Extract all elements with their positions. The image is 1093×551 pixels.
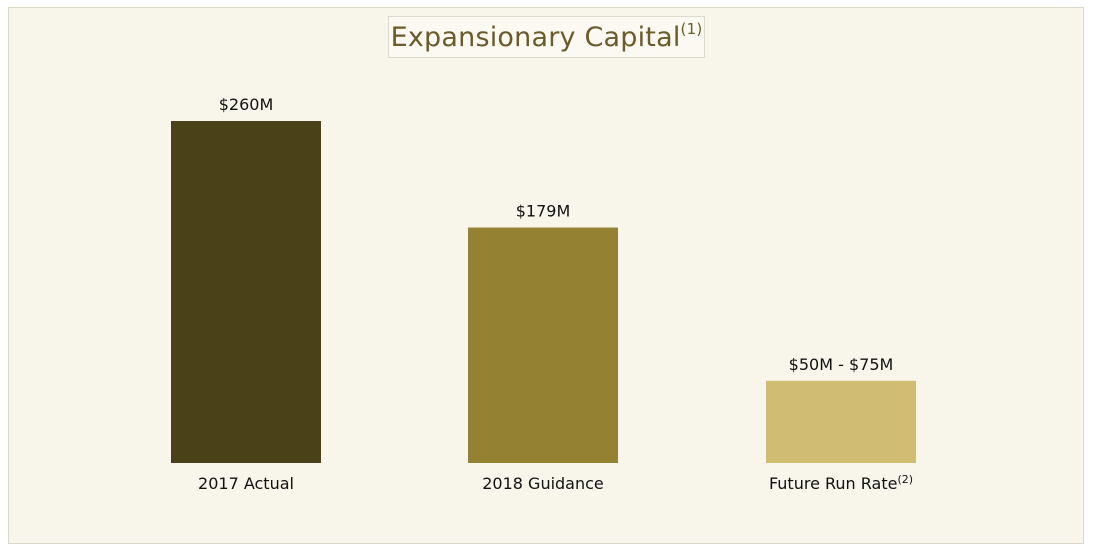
- data-label-2: $179M: [516, 202, 571, 221]
- bar-3: [766, 380, 916, 463]
- bar-1: [171, 121, 321, 463]
- data-label-3: $50M - $75M: [789, 355, 894, 374]
- category-label-2: 2018 Guidance: [482, 474, 604, 493]
- category-label-text-2: 2018 Guidance: [482, 474, 604, 493]
- chart-title-text: Expansionary Capital: [390, 21, 681, 53]
- category-label-text-1: 2017 Actual: [198, 474, 294, 493]
- chart-title: Expansionary Capital(1): [390, 19, 703, 53]
- bar-2: [468, 227, 618, 463]
- category-superscript-3: (2): [897, 473, 913, 486]
- category-label-3: Future Run Rate(2): [769, 473, 913, 493]
- category-label-1: 2017 Actual: [198, 474, 294, 493]
- category-label-text-3: Future Run Rate: [769, 474, 898, 493]
- data-label-1: $260M: [219, 95, 274, 114]
- chart-title-superscript: (1): [680, 19, 703, 38]
- chart-title-box: Expansionary Capital(1): [388, 16, 705, 58]
